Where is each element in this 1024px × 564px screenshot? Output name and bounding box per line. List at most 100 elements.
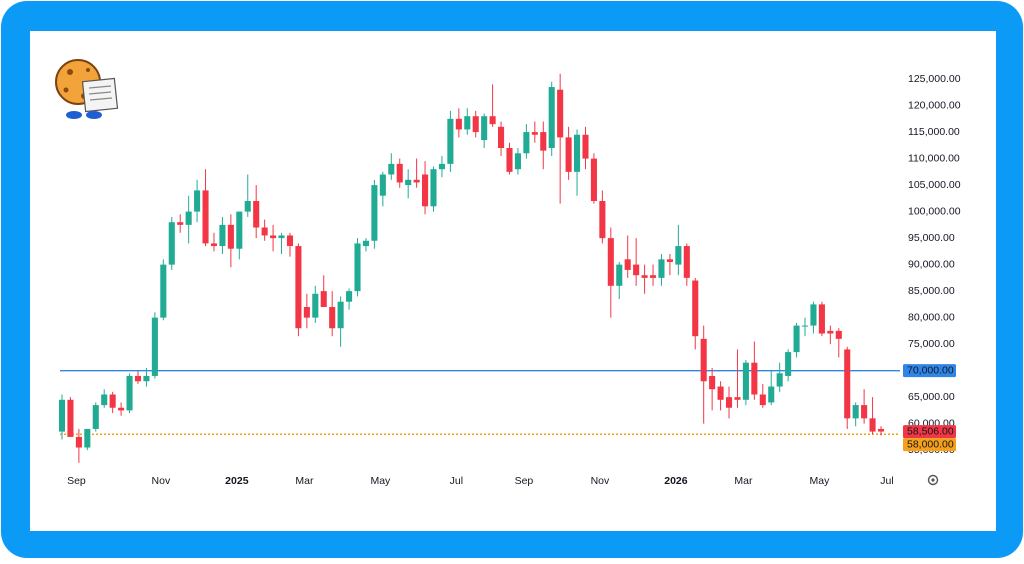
candle xyxy=(666,254,673,276)
candle-body xyxy=(58,399,66,432)
candle xyxy=(109,391,116,414)
candle-body xyxy=(84,428,91,448)
y-tick-label: 125,000.00 xyxy=(908,73,961,85)
candle xyxy=(709,367,716,411)
candle-body xyxy=(675,246,682,265)
candle xyxy=(227,214,234,268)
candle xyxy=(464,108,471,135)
candle-body xyxy=(692,280,699,337)
candle xyxy=(751,341,758,400)
x-tick-label: Nov xyxy=(152,475,171,487)
candle xyxy=(430,166,437,212)
candle-body xyxy=(709,375,716,390)
candle xyxy=(506,142,513,175)
candle xyxy=(683,243,690,286)
candle-body xyxy=(801,325,809,327)
candle-body xyxy=(616,264,623,286)
candle xyxy=(658,254,665,286)
candle xyxy=(194,179,201,223)
candle-body xyxy=(134,375,142,382)
candle xyxy=(489,84,496,127)
candle-body xyxy=(346,291,353,302)
candle-body xyxy=(540,132,547,151)
candle-body xyxy=(751,362,758,395)
candle xyxy=(75,428,82,463)
candle xyxy=(422,161,429,215)
candle-body xyxy=(303,307,310,318)
candle-body xyxy=(759,394,766,406)
candle-body xyxy=(590,158,597,202)
x-tick-label: 2026 xyxy=(664,475,688,487)
candle-body xyxy=(734,397,741,400)
candle-body xyxy=(295,246,302,329)
candle xyxy=(413,158,420,188)
candle xyxy=(354,238,361,297)
y-tick-label: 80,000.00 xyxy=(908,311,955,323)
x-tick-label: May xyxy=(370,475,391,487)
candle-body xyxy=(489,116,496,125)
candle xyxy=(472,110,479,138)
candle xyxy=(734,349,741,408)
candle xyxy=(531,121,538,143)
candle-body xyxy=(498,126,505,148)
x-tick-label: Sep xyxy=(67,475,86,487)
chart-panel xyxy=(30,31,996,531)
candle-body xyxy=(354,243,361,292)
settings-icon[interactable] xyxy=(927,474,939,486)
candle-body xyxy=(236,211,243,249)
y-tick-label: 110,000.00 xyxy=(908,152,960,164)
candle-body xyxy=(210,243,218,247)
candle xyxy=(692,277,699,350)
candle xyxy=(835,328,842,358)
candle-body xyxy=(531,132,538,135)
candle xyxy=(151,312,158,379)
candle-body xyxy=(582,134,589,159)
candle xyxy=(514,147,521,175)
candle-body xyxy=(151,317,158,376)
candle-body xyxy=(599,201,606,239)
candle-body xyxy=(253,201,260,228)
candle-body xyxy=(557,89,564,138)
candle xyxy=(447,110,454,172)
y-tick-label: 115,000.00 xyxy=(908,126,960,138)
candle-body xyxy=(67,399,74,437)
candle xyxy=(599,190,606,244)
candle xyxy=(379,171,386,207)
candle xyxy=(67,397,74,437)
level-price-label: 58,000.00 xyxy=(907,438,954,450)
candle xyxy=(303,293,310,329)
candle-body xyxy=(683,246,690,278)
candle xyxy=(742,360,749,406)
candle-body xyxy=(793,325,800,353)
candle-body xyxy=(523,132,530,154)
x-tick-label: Mar xyxy=(295,475,314,487)
x-tick-label: 2025 xyxy=(225,475,249,487)
candle xyxy=(185,195,192,244)
candle xyxy=(101,389,108,408)
candle xyxy=(134,370,142,384)
candle-body xyxy=(818,304,825,334)
candle xyxy=(700,325,707,424)
candle xyxy=(210,232,218,252)
candle-body xyxy=(413,179,420,183)
candle-body xyxy=(700,338,707,382)
candle xyxy=(253,185,260,239)
candle-body xyxy=(574,134,581,172)
candle-body xyxy=(827,330,834,334)
candle-body xyxy=(286,235,294,247)
candle xyxy=(844,346,851,429)
candle xyxy=(337,296,344,347)
candle-body xyxy=(810,304,817,326)
candle-body xyxy=(227,224,234,249)
candle xyxy=(607,227,614,318)
candle-body xyxy=(835,330,842,339)
candle xyxy=(725,386,733,419)
candle-body xyxy=(362,240,369,247)
candle-body xyxy=(270,235,277,239)
candle xyxy=(312,285,319,323)
candle xyxy=(582,126,589,170)
candle xyxy=(202,169,209,247)
candle xyxy=(675,224,682,276)
candle-body xyxy=(481,116,488,141)
